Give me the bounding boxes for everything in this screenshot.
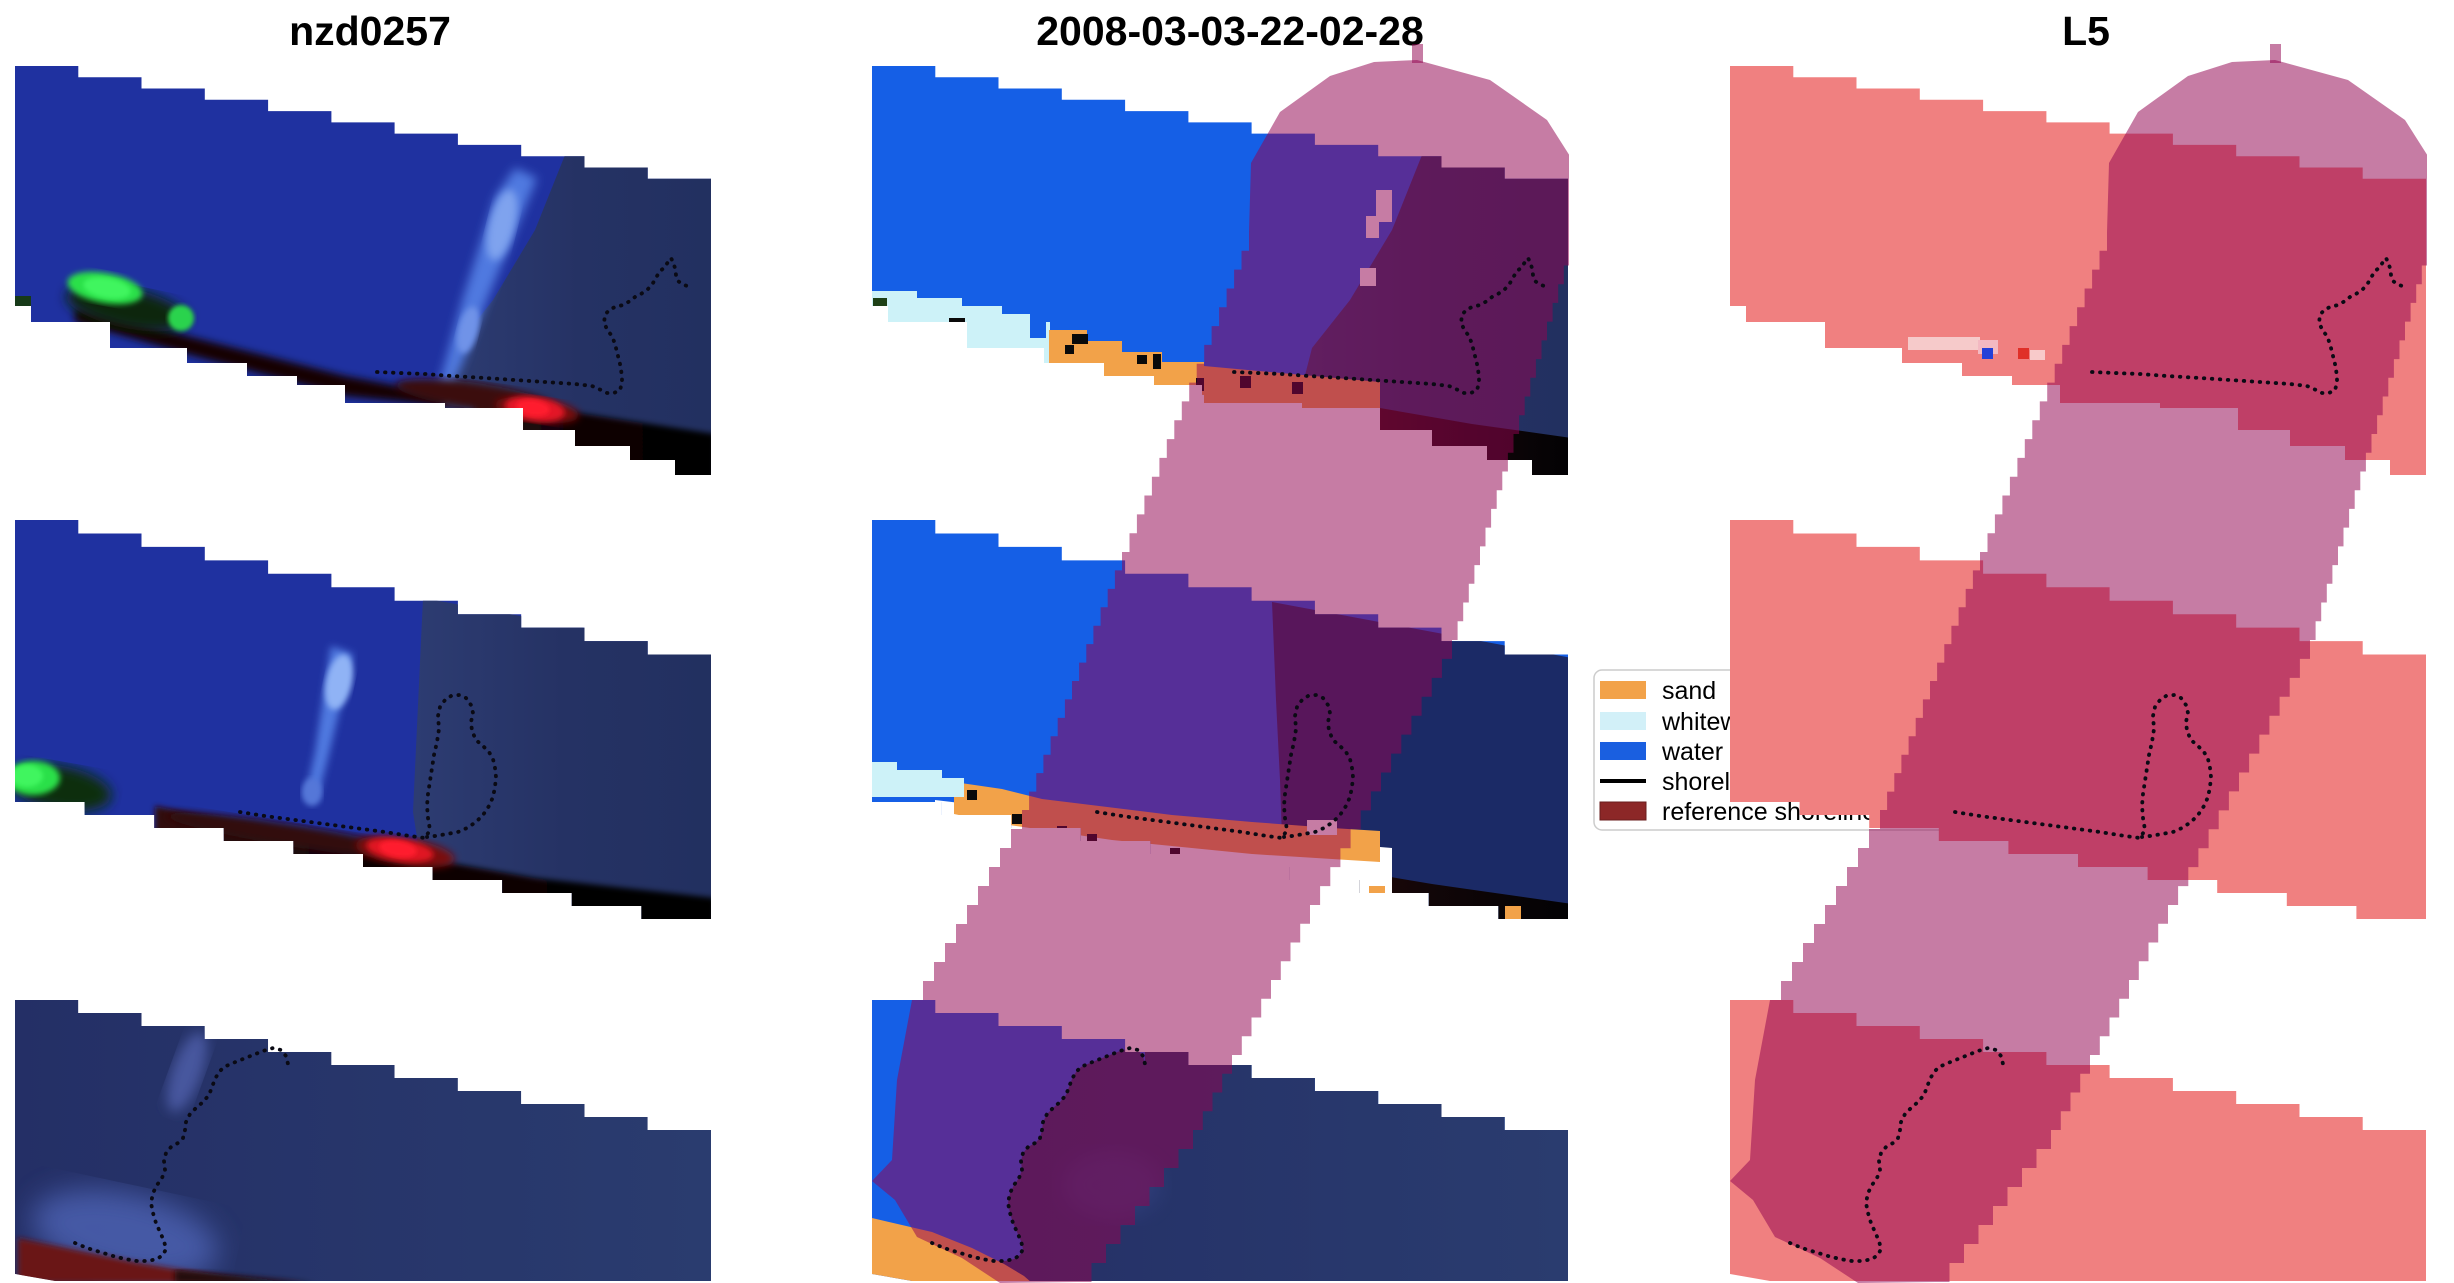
svg-text:L5: L5 — [2062, 8, 2110, 54]
svg-text:sand: sand — [1662, 677, 1716, 705]
svg-text:water: water — [1661, 738, 1723, 766]
svg-text:2008-03-03-22-02-28: 2008-03-03-22-02-28 — [1036, 8, 1424, 54]
svg-text:nzd0257: nzd0257 — [289, 8, 451, 54]
